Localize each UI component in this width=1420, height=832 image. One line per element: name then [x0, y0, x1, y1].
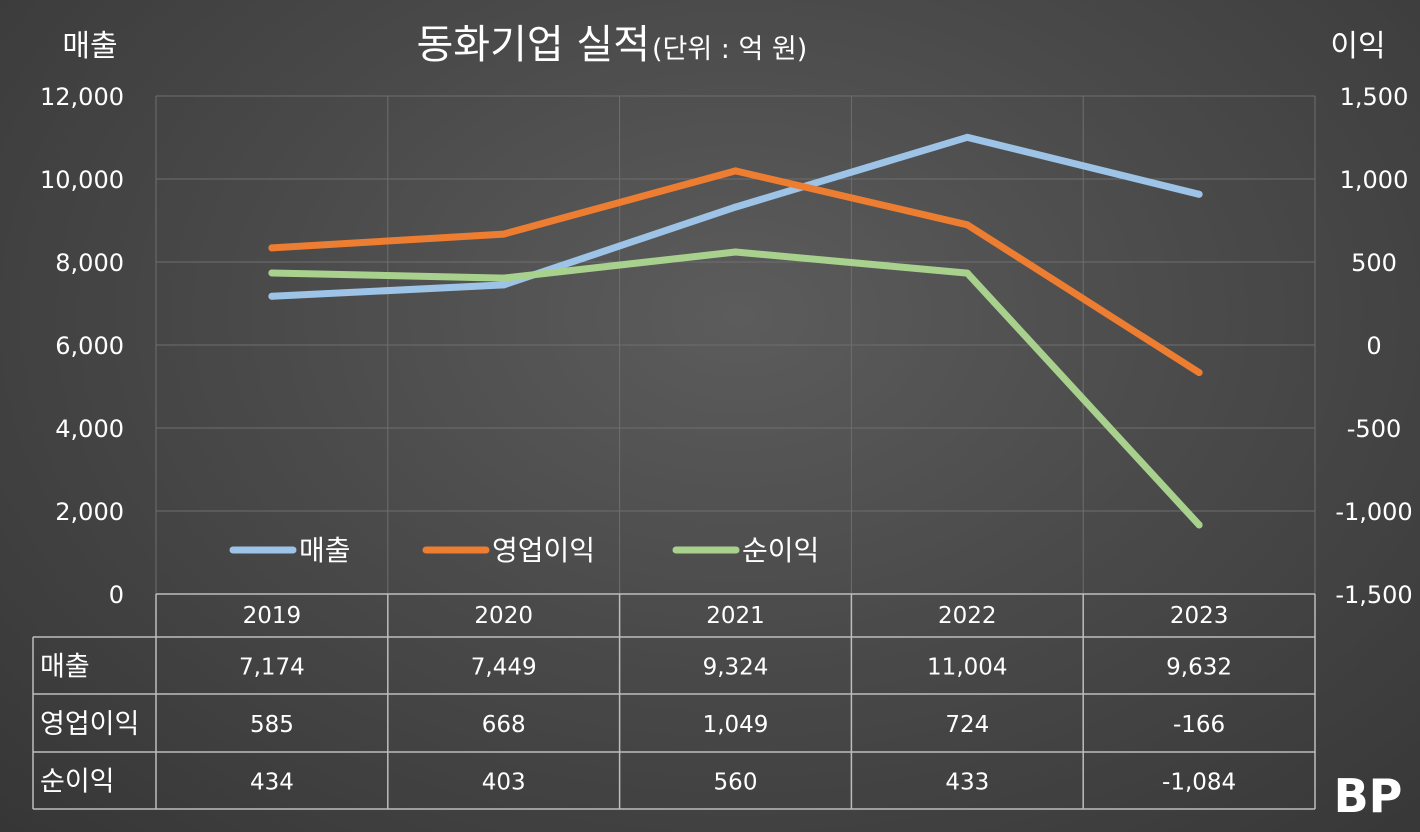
table-cell: 9,632 — [1166, 655, 1232, 681]
table-cell: 9,324 — [703, 655, 769, 681]
table-cell: 560 — [714, 770, 758, 796]
chart-title: 동화기업 실적 — [416, 22, 650, 68]
table-header-year: 2021 — [706, 603, 765, 629]
data-point — [732, 203, 739, 211]
left-axis-title: 매출 — [62, 29, 117, 64]
legend-label: 매출 — [299, 534, 351, 567]
data-point — [963, 221, 971, 229]
bp-watermark-logo: BP — [1334, 769, 1403, 823]
left-tick-label: 2,000 — [55, 498, 124, 526]
data-point — [268, 292, 276, 300]
left-tick-label: 10,000 — [40, 166, 124, 194]
table-cell: 11,004 — [927, 655, 1007, 681]
right-tick-label: 1,000 — [1340, 166, 1409, 194]
table-cell: 403 — [482, 770, 526, 796]
left-tick-label: 12,000 — [40, 83, 124, 111]
table-cell: -1,084 — [1162, 770, 1236, 796]
data-point — [268, 269, 276, 277]
data-point — [500, 274, 508, 282]
table-cell: 585 — [250, 712, 294, 738]
left-tick-label: 0 — [109, 581, 124, 609]
series-lines — [268, 133, 1203, 529]
data-point — [500, 281, 508, 289]
data-point — [1195, 369, 1203, 377]
right-axis: -1,500 -1,000 -500 0 500 1,000 1,500 — [1335, 83, 1412, 609]
table-cell: 668 — [482, 712, 526, 738]
data-point — [1195, 521, 1203, 529]
right-axis-title: 이익 — [1330, 29, 1385, 64]
legend-label: 순이익 — [742, 534, 819, 567]
chart-subtitle: (단위 : 억 원) — [652, 34, 807, 65]
table-cell: 7,174 — [239, 655, 305, 681]
series-line-영업이익 — [268, 167, 1203, 377]
series-line-매출 — [268, 133, 1203, 300]
left-tick-label: 6,000 — [55, 332, 124, 360]
right-tick-label: 1,500 — [1340, 83, 1409, 111]
table-row-label: 매출 — [40, 652, 90, 683]
table-row-label: 영업이익 — [40, 709, 139, 740]
table-row-label: 순이익 — [40, 767, 115, 798]
data-point — [732, 167, 739, 175]
right-tick-label: -500 — [1347, 415, 1401, 443]
table-cell: 724 — [945, 712, 989, 738]
right-tick-label: 500 — [1351, 249, 1397, 277]
data-point — [732, 248, 739, 256]
data-point — [500, 230, 508, 238]
gridlines — [155, 95, 1316, 595]
table-header-year: 2019 — [243, 603, 302, 629]
data-point — [268, 244, 276, 252]
table-header-year: 2022 — [938, 603, 997, 629]
table-header-year: 2023 — [1170, 603, 1229, 629]
table-header-year: 2020 — [474, 603, 533, 629]
data-point — [963, 133, 971, 141]
table-cell: 434 — [250, 770, 294, 796]
right-tick-label: -1,000 — [1335, 498, 1412, 526]
left-tick-label: 8,000 — [55, 249, 124, 277]
right-tick-label: -1,500 — [1335, 581, 1412, 609]
data-table: 2019 2020 2021 2022 2023 매출 7,174 7,449 9,324 11,… — [32, 593, 1316, 810]
table-cell: 433 — [945, 770, 989, 796]
legend: 매출 영업이익 순이익 — [229, 534, 819, 567]
table-cell: 7,449 — [471, 655, 537, 681]
right-tick-label: 0 — [1366, 332, 1381, 360]
left-tick-label: 4,000 — [55, 415, 124, 443]
table-cell: -166 — [1173, 712, 1225, 738]
data-point — [963, 269, 971, 277]
left-axis: 0 2,000 4,000 6,000 8,000 10,000 12,000 — [40, 83, 124, 609]
legend-label: 영업이익 — [492, 534, 595, 567]
data-point — [1195, 190, 1203, 198]
table-cell: 1,049 — [703, 712, 769, 738]
